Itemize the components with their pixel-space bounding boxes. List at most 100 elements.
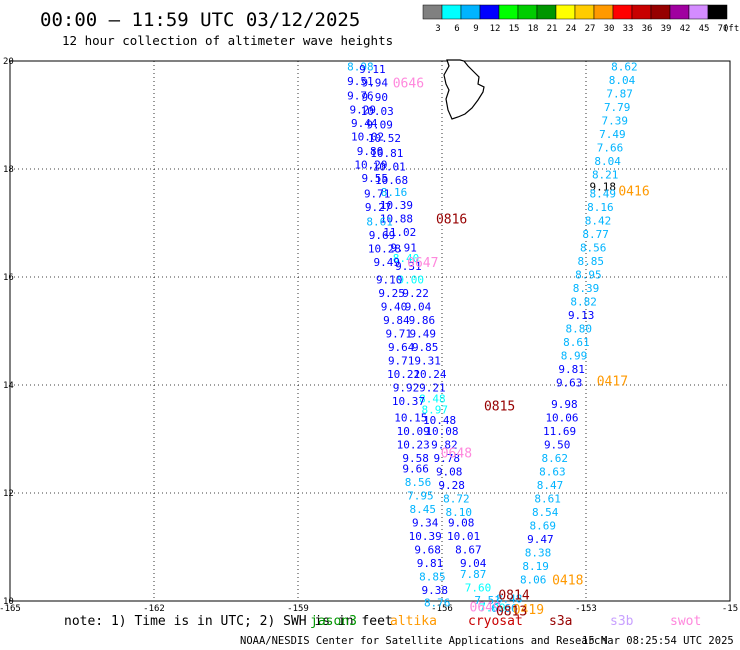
swh-value: 8.69 [530,519,557,532]
colorbar-label: 70 [718,24,729,34]
swh-value: 10.01 [373,160,406,173]
swh-value: 9.10 [376,274,403,287]
pass-time-labels: 0646 0416 0816 0647 0417 0815 0648 0418 06490814… [393,77,650,620]
colorbar-label: 27 [585,24,596,34]
swh-value: 9.66 [402,463,429,476]
colorbar-label: 42 [680,24,691,34]
swh-value: 8.95 [575,268,602,281]
colorbar-swatch [498,4,519,20]
swh-value: 10.15 [394,411,427,424]
swh-value: 7.09 [479,601,506,614]
satellite-legend-s3b: s3b [610,614,634,629]
swh-value: 9.68 [414,544,441,557]
swh-value: 9.91 [390,241,417,254]
colorbar-swatch [536,4,557,20]
swh-value: 9.49 [374,256,401,269]
swh-value: 9.21 [419,382,446,395]
satellite-legend-altika: altika [390,614,437,629]
y-tick-label: 18 [3,165,14,175]
swh-value: 9.84 [383,314,410,327]
plot-frame [9,60,731,602]
swh-value: 9.81 [417,557,444,570]
swh-value: 7.49 [599,128,626,141]
swh-value: 7.95 [407,490,434,503]
swh-value: 9.98 [551,398,578,411]
x-tick-label: -165 [0,604,21,614]
swh-value: 9.86 [409,314,436,327]
swh-value: 9.82 [431,438,458,451]
swh-value: 9.09 [366,119,393,132]
colorbar-swatch [422,4,443,20]
swh-value: 9.11 [359,63,386,76]
swh-value: 10.48 [423,414,456,427]
swh-value: 10.09 [397,425,430,438]
x-tick-label: -15 [722,604,738,614]
colorbar-label: 30 [604,24,615,34]
swh-value: 10.28 [368,242,401,255]
pass-time-label: 0815 [484,400,515,415]
swh-value: 9.71 [364,187,391,200]
colorbar-swatch [517,4,538,20]
pass-time-label: 0646 [393,77,424,92]
swh-value: 9.90 [362,91,389,104]
y-tick-label: 10 [3,597,14,607]
swh-value: 9.29 [350,104,377,117]
footer-credit: NOAA/NESDIS Center for Satellite Applica… [240,635,607,647]
swh-value: 9.51 [347,75,374,88]
colorbar-label: 36 [642,24,653,34]
swh-value: 8.10 [446,506,473,519]
swh-value: 10.03 [361,105,394,118]
swh-value: 10.23 [397,438,430,451]
colorbar-label: 21 [547,24,558,34]
swh-value: 8.99 [561,349,588,362]
swh-value: 9.64 [388,341,415,354]
swh-value: 10.52 [368,132,401,145]
x-tick-label: -156 [431,604,453,614]
colorbar-swatch [574,4,595,20]
swh-value: 8.63 [539,465,566,478]
colorbar-swatch [707,4,728,20]
pass-time-label: 0417 [597,375,628,390]
swh-value: 8.62 [611,60,638,73]
swh-value: 8.47 [537,479,564,492]
colorbar-label: 6 [454,24,459,34]
swh-value: 9.71 [386,328,413,341]
colorbar-swatch [441,4,462,20]
colorbar-swatch [612,4,633,20]
swh-value: 9.92 [393,382,420,395]
swh-value: 11.02 [383,226,416,239]
pass-time-label: 0814 [498,589,529,604]
swh-value: 9.31 [414,355,441,368]
chart-subtitle: 12 hour collection of altimeter wave hei… [62,33,393,48]
pass-time-label: 0416 [618,185,649,200]
swh-value: 8.80 [566,322,593,335]
swh-value: 8.61 [563,336,590,349]
swh-value: 7.60 [465,582,492,595]
swh-value: 8.16 [381,186,408,199]
swh-value: 9.04 [405,301,432,314]
swh-value: 9.08 [436,465,463,478]
swh-value: 9.08 [448,517,475,530]
swh-value: 8.54 [532,506,559,519]
satellite-legend-swot: swot [670,614,701,629]
swh-value: 10.06 [545,411,578,424]
swh-value: 9.80 [357,145,384,158]
x-tick-label: -153 [575,604,597,614]
swh-value: 9.49 [410,328,437,341]
satellite-legend: jason3 altika cryosat s3a s3b swot [310,614,701,629]
x-tick-label: -159 [287,604,309,614]
colorbar-label: 12 [490,24,501,34]
swh-value: 9.71 [388,355,415,368]
swh-value: 9.00 [398,274,425,287]
swh-value: 9.40 [381,301,408,314]
swh-value: 8.97 [422,403,449,416]
swh-value: 6.66 [491,602,518,615]
colorbar-label: 18 [528,24,539,34]
swh-value: 10.39 [409,530,442,543]
swh-value: 8.49 [590,187,617,200]
colorbar-swatch [688,4,709,20]
swh-value: 9.38 [422,584,449,597]
swh-value: 9.69 [369,229,396,242]
colorbar-label: 45 [699,24,710,34]
